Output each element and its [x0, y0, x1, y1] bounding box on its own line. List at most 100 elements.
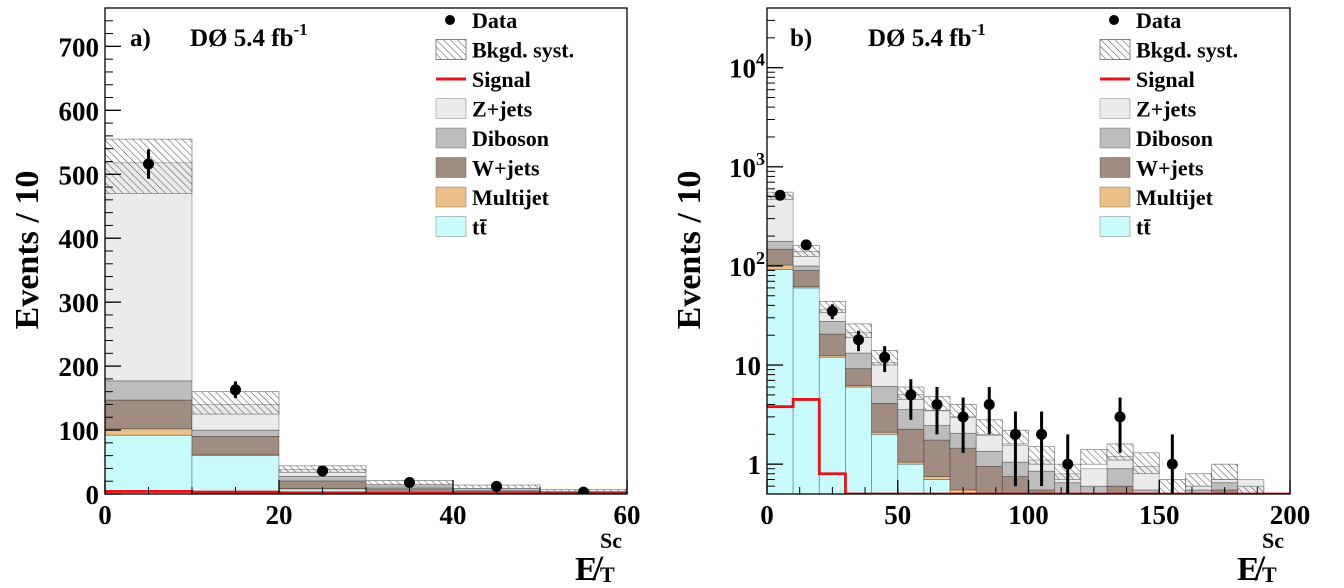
panel-b-data-point-7 [957, 411, 969, 423]
panel-b-legend-label-diboson: Diboson [1136, 126, 1213, 151]
panel-b-bar-z-jets-17 [1211, 479, 1239, 484]
panel-b-experiment-label: DØ 5.4 fb-1 [868, 20, 986, 52]
panel-a-bar-diboson-1 [191, 429, 280, 437]
panel-b-ytick-label-1: 10 [734, 351, 761, 381]
panel-a-legend-label-multijet: Multijet [472, 185, 550, 210]
panel-a-legend-symbol-syst [435, 39, 467, 60]
panel-b-data-point-10 [1036, 428, 1048, 440]
panel-b-data-point-5 [905, 389, 917, 401]
panel-b-syst-band-12 [1080, 449, 1108, 465]
panel-a-legend-symbol-diboson [435, 127, 467, 149]
panel-b-legend-symbol-ttbar [1099, 216, 1131, 237]
panel-b-bar-diboson-3 [845, 352, 873, 370]
panel-a-legend-label-ttbar: tt̄ [472, 215, 487, 240]
panel-b-legend-label-data: Data [1136, 8, 1181, 33]
panel-a-legend-symbol-wjets [435, 157, 467, 178]
panel-b-ytick-label-2: 102 [729, 248, 765, 282]
panel-a-data-point-3 [404, 476, 415, 488]
panel-b-legend-symbol-multijet [1099, 186, 1131, 208]
panel-a-ytick-label-2: 200 [59, 352, 100, 382]
panel-b-legend-label-zjets: Z+jets [1136, 97, 1197, 122]
panel-a-bar-w-jets-1 [191, 436, 280, 455]
panel-b-syst-band-17 [1211, 463, 1239, 480]
panel-b-data-point-2 [826, 305, 838, 317]
panel-b-data-point-11 [1062, 458, 1074, 470]
panel-a-xtick-label-3: 60 [614, 500, 641, 530]
panel-a-ytick-label-1: 100 [59, 416, 100, 446]
panel-a-bar-diboson-2 [278, 476, 367, 482]
panel-b-bar-diboson-4 [871, 385, 899, 404]
panel-b-data-point-12 [1114, 411, 1126, 423]
panel-a-bar-w-jets-0 [105, 399, 193, 430]
panel-b-bar-w-jets-5 [897, 428, 925, 463]
panel-b-legend-label-signal: Signal [1136, 67, 1195, 92]
panel-b-bar-w-jets-4 [871, 403, 899, 433]
panel-a-ytick-label-6: 600 [59, 96, 100, 126]
panel-a-legend-label-signal: Signal [472, 67, 531, 92]
panel-b-legend-label-ttbar: tt̄ [1136, 215, 1151, 240]
panel-b-bar-w-jets-2 [818, 333, 846, 356]
panel-b-legend-symbol-diboson [1099, 127, 1131, 149]
panel-b-bar-w-jets-3 [845, 368, 873, 387]
panel-b-xtick-label-0: 0 [760, 500, 774, 530]
panel-b-bar-tt-1 [792, 287, 820, 494]
panel-b-data-point-4 [879, 351, 891, 363]
panel-a-legend-symbol-zjets [435, 98, 467, 119]
panel-b-legend-symbol-syst [1099, 39, 1131, 60]
panel-b-bar-diboson-8 [975, 450, 1003, 467]
panel-a-xtick-label-0: 0 [98, 500, 112, 530]
panel-b-bar-z-jets-8 [975, 435, 1003, 452]
panel-b-xtick-label-2: 100 [1008, 500, 1049, 530]
panel-b-bar-z-jets-12 [1080, 468, 1108, 487]
panel-b-xlabel-sup: Sc [1262, 528, 1284, 553]
panel-b-signal-line [767, 398, 1290, 494]
panel-b-data-point-9 [1009, 428, 1021, 440]
panel-b-xtick-label-4: 200 [1270, 500, 1311, 530]
panel-b-bar-w-jets-8 [975, 465, 1003, 494]
panel-a-y-axis-label: Events / 10 [9, 171, 46, 330]
panel-a-xlabel-sup: Sc [600, 528, 622, 553]
panel-b-bar-diboson-0 [767, 240, 794, 250]
panel-a-legend: Data Bkgd. syst. Signal Z+jets Diboson W+jets… [435, 8, 574, 240]
panel-a-legend-label-syst: Bkgd. syst. [472, 38, 574, 63]
panel-b-bar-diboson-13 [1106, 468, 1134, 487]
panel-b-syst-band-16 [1185, 473, 1212, 487]
panel-a-legend-symbol-ttbar [435, 216, 467, 237]
panel-b-bar-tt-5 [897, 463, 925, 494]
panel-b-x-axis-label: E̸ T Sc [1237, 528, 1284, 588]
panel-a-legend-label-wjets: W+jets [472, 156, 540, 181]
panel-b-y-axis-label: Events / 10 [671, 171, 708, 330]
panel-a-legend-label-data: Data [472, 8, 517, 33]
panel-a-ytick-label-5: 500 [59, 160, 100, 190]
panel-a-label: a) [130, 25, 151, 52]
panel-a-experiment-label: DØ 5.4 fb-1 [190, 20, 308, 52]
panel-b-bar-tt-4 [871, 433, 899, 494]
panel-a-data-point-1 [230, 384, 241, 396]
panel-b-data-point-3 [853, 334, 865, 346]
panel-b-xlabel-sub: T [1262, 562, 1277, 587]
panel-a-data-point-2 [317, 465, 328, 477]
panel-a-bar-diboson-0 [105, 380, 193, 401]
panel-b-legend-symbol-data [1109, 15, 1119, 25]
panel-b-bar-tt-0 [767, 269, 794, 494]
panel-a-xlabel-sub: T [600, 562, 615, 587]
panel-b-bar-tt-6 [923, 479, 951, 494]
panel-a-ytick-label-4: 400 [59, 224, 100, 254]
panel-b-ytick-label-0: 1 [748, 450, 762, 480]
panel-b-bar-w-jets-7 [949, 447, 977, 491]
panel-b-label: b) [790, 25, 812, 52]
panel-b-data-point-1 [800, 239, 812, 251]
panel-b-axes: 0 50 100 150 200 1 10 102 103 104 [729, 7, 1311, 530]
panel-b-xtick-label-3: 150 [1139, 500, 1180, 530]
panel-a-legend-symbol-data [445, 15, 455, 25]
panel-a-legend-label-diboson: Diboson [472, 126, 549, 151]
panel-a-ytick-label-3: 300 [59, 288, 100, 318]
panel-b-data-point-8 [983, 398, 995, 410]
panel-a-ytick-label-7: 700 [59, 32, 100, 62]
panel-a-legend-symbol-multijet [435, 186, 467, 208]
panel-b-bar-diboson-1 [792, 265, 820, 271]
panel-b-bar-w-jets-6 [923, 439, 951, 477]
